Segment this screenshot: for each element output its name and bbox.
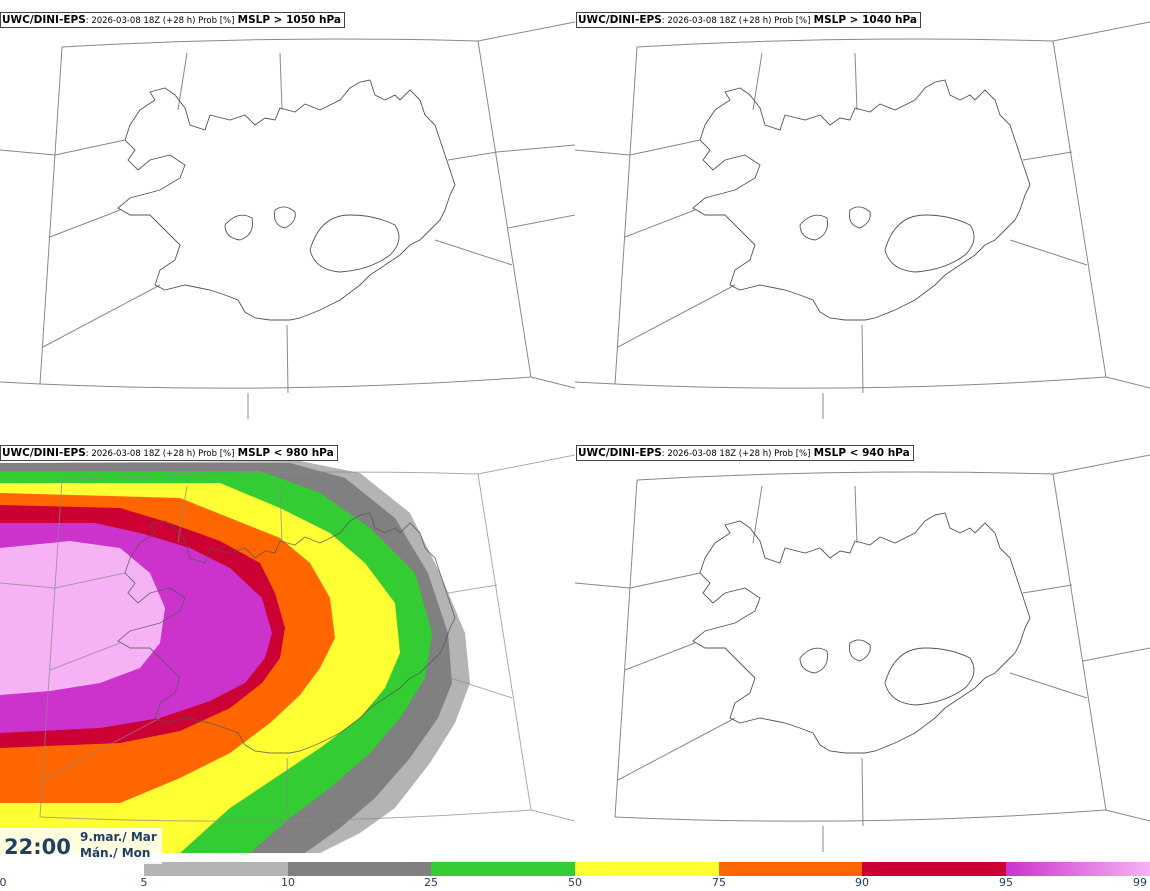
- colorbar-segment: [575, 862, 719, 876]
- iceland-map: [575, 21, 1150, 419]
- valid-time-label: 22:00 9.mar./ Mar Mán./ Mon: [0, 828, 162, 864]
- colorbar-tick-label: 95: [999, 876, 1013, 889]
- colorbar-segment: [0, 862, 144, 876]
- colorbar-tick-label: 5: [140, 876, 148, 889]
- prob-band-99: [0, 541, 165, 695]
- probability-colorbar: 0 5 10 25 50 75 90 95 99: [0, 862, 1150, 891]
- map-panel-mslp-gt-1040: UWC/DINI-EPS: 2026-03-08 18Z (+28 h) Pro…: [575, 0, 1150, 430]
- colorbar-tick-label: 99: [1133, 876, 1147, 889]
- map-panel-mslp-lt-980: UWC/DINI-EPS: 2026-03-08 18Z (+28 h) Pro…: [0, 433, 575, 863]
- colorbar-tick-label: 50: [568, 876, 582, 889]
- colorbar-segment: [862, 862, 1006, 876]
- colorbar-segment: [144, 862, 288, 876]
- colorbar-segment: [288, 862, 431, 876]
- iceland-map: [0, 21, 575, 419]
- panel-title: UWC/DINI-EPS: 2026-03-08 18Z (+28 h) Pro…: [576, 445, 914, 461]
- panel-title: UWC/DINI-EPS: 2026-03-08 18Z (+28 h) Pro…: [0, 12, 345, 28]
- colorbar-tick-label: 10: [281, 876, 295, 889]
- colorbar-segment: [719, 862, 862, 876]
- colorbar-tick-label: 90: [855, 876, 869, 889]
- map-panel-mslp-lt-940: UWC/DINI-EPS: 2026-03-08 18Z (+28 h) Pro…: [575, 433, 1150, 863]
- colorbar-tick-label: 25: [424, 876, 438, 889]
- colorbar-segment: [431, 862, 575, 876]
- map-panel-mslp-gt-1050: UWC/DINI-EPS: 2026-03-08 18Z (+28 h) Pro…: [0, 0, 575, 430]
- probability-field-map: [0, 454, 575, 853]
- valid-time: 22:00: [4, 835, 71, 859]
- valid-date: 9.mar./ Mar: [80, 830, 157, 844]
- colorbar-tick-label: 0: [0, 876, 7, 889]
- iceland-map: [575, 454, 1150, 852]
- colorbar-segment: [1006, 862, 1150, 876]
- valid-day: Mán./ Mon: [80, 846, 151, 860]
- colorbar-tick-label: 75: [712, 876, 726, 889]
- panel-title: UWC/DINI-EPS: 2026-03-08 18Z (+28 h) Pro…: [0, 445, 338, 461]
- panel-title: UWC/DINI-EPS: 2026-03-08 18Z (+28 h) Pro…: [576, 12, 921, 28]
